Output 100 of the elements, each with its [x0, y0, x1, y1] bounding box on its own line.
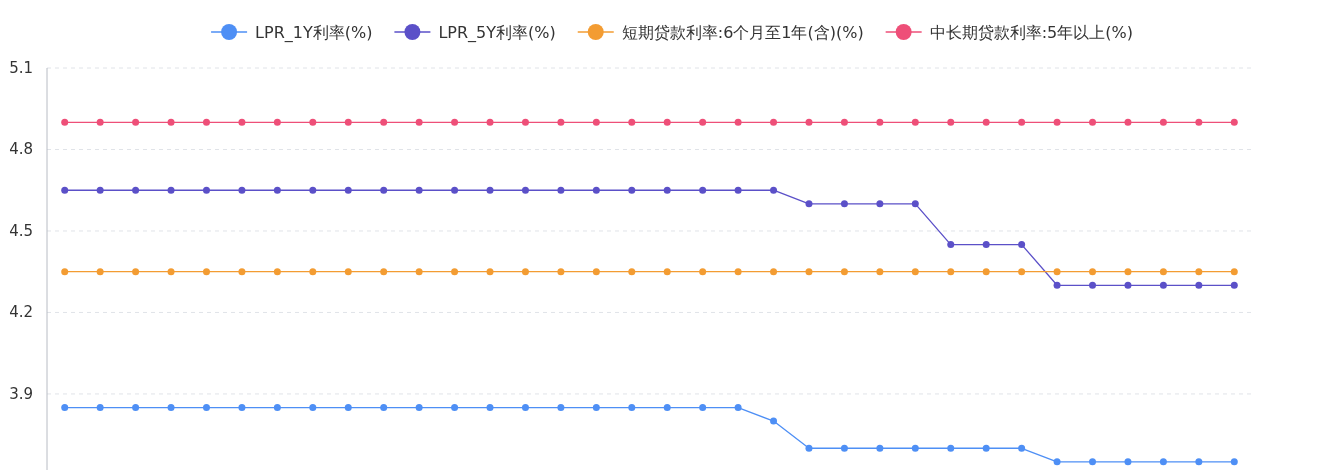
point — [1159, 458, 1167, 466]
point — [309, 268, 317, 276]
point — [982, 118, 990, 126]
point — [663, 118, 671, 126]
point — [911, 268, 919, 276]
point — [1230, 281, 1238, 289]
point — [876, 200, 884, 208]
point — [1124, 281, 1132, 289]
point — [1089, 268, 1097, 276]
point — [628, 268, 636, 276]
point — [1230, 458, 1238, 466]
point — [840, 118, 848, 126]
point — [344, 404, 352, 412]
point — [132, 118, 140, 126]
point — [238, 404, 246, 412]
point — [1230, 118, 1238, 126]
point — [876, 444, 884, 452]
point — [380, 268, 388, 276]
point — [344, 118, 352, 126]
point — [61, 186, 69, 194]
point — [734, 404, 742, 412]
point — [592, 268, 600, 276]
point — [947, 268, 955, 276]
point — [415, 118, 423, 126]
point — [238, 118, 246, 126]
point — [805, 444, 813, 452]
point — [663, 268, 671, 276]
point — [1089, 118, 1097, 126]
point — [415, 268, 423, 276]
point — [380, 404, 388, 412]
point — [486, 186, 494, 194]
point — [96, 118, 104, 126]
y-tick-label: 4.5 — [9, 221, 33, 240]
point — [202, 186, 210, 194]
point — [1159, 281, 1167, 289]
point — [592, 404, 600, 412]
point — [1018, 268, 1026, 276]
legend-label: LPR_5Y利率(%) — [438, 23, 556, 43]
point — [1230, 268, 1238, 276]
point — [380, 186, 388, 194]
point — [699, 404, 707, 412]
point — [132, 186, 140, 194]
point — [1124, 458, 1132, 466]
point — [699, 186, 707, 194]
point — [167, 268, 175, 276]
point — [628, 118, 636, 126]
point — [982, 268, 990, 276]
point — [96, 268, 104, 276]
point — [734, 118, 742, 126]
point — [592, 186, 600, 194]
point — [521, 186, 529, 194]
point — [96, 186, 104, 194]
point — [840, 200, 848, 208]
point — [876, 118, 884, 126]
point — [557, 118, 565, 126]
point — [273, 186, 281, 194]
y-tick-label: 4.8 — [9, 140, 33, 159]
point — [911, 444, 919, 452]
point — [628, 186, 636, 194]
point — [1053, 281, 1061, 289]
point — [238, 268, 246, 276]
point — [451, 404, 459, 412]
point — [805, 118, 813, 126]
point — [911, 200, 919, 208]
point — [61, 404, 69, 412]
point — [628, 404, 636, 412]
point — [770, 268, 778, 276]
point — [451, 186, 459, 194]
point — [451, 268, 459, 276]
point — [947, 118, 955, 126]
point — [344, 268, 352, 276]
point — [1053, 458, 1061, 466]
point — [1089, 458, 1097, 466]
point — [840, 268, 848, 276]
point — [770, 186, 778, 194]
point — [132, 268, 140, 276]
y-tick-label: 4.2 — [9, 303, 33, 322]
point — [486, 118, 494, 126]
point — [1159, 118, 1167, 126]
point — [202, 404, 210, 412]
point — [167, 118, 175, 126]
point — [167, 186, 175, 194]
point — [557, 268, 565, 276]
point — [521, 268, 529, 276]
point — [876, 268, 884, 276]
point — [96, 404, 104, 412]
point — [415, 404, 423, 412]
point — [734, 268, 742, 276]
point — [486, 268, 494, 276]
point — [1018, 241, 1026, 249]
point — [1053, 118, 1061, 126]
point — [309, 118, 317, 126]
point — [309, 404, 317, 412]
point — [451, 118, 459, 126]
point — [273, 118, 281, 126]
legend-label: 中长期贷款利率:5年以上(%) — [929, 23, 1133, 42]
point — [911, 118, 919, 126]
legend-label: 短期贷款利率:6个月至1年(含)(%) — [621, 23, 864, 42]
point — [1195, 118, 1203, 126]
point — [947, 241, 955, 249]
